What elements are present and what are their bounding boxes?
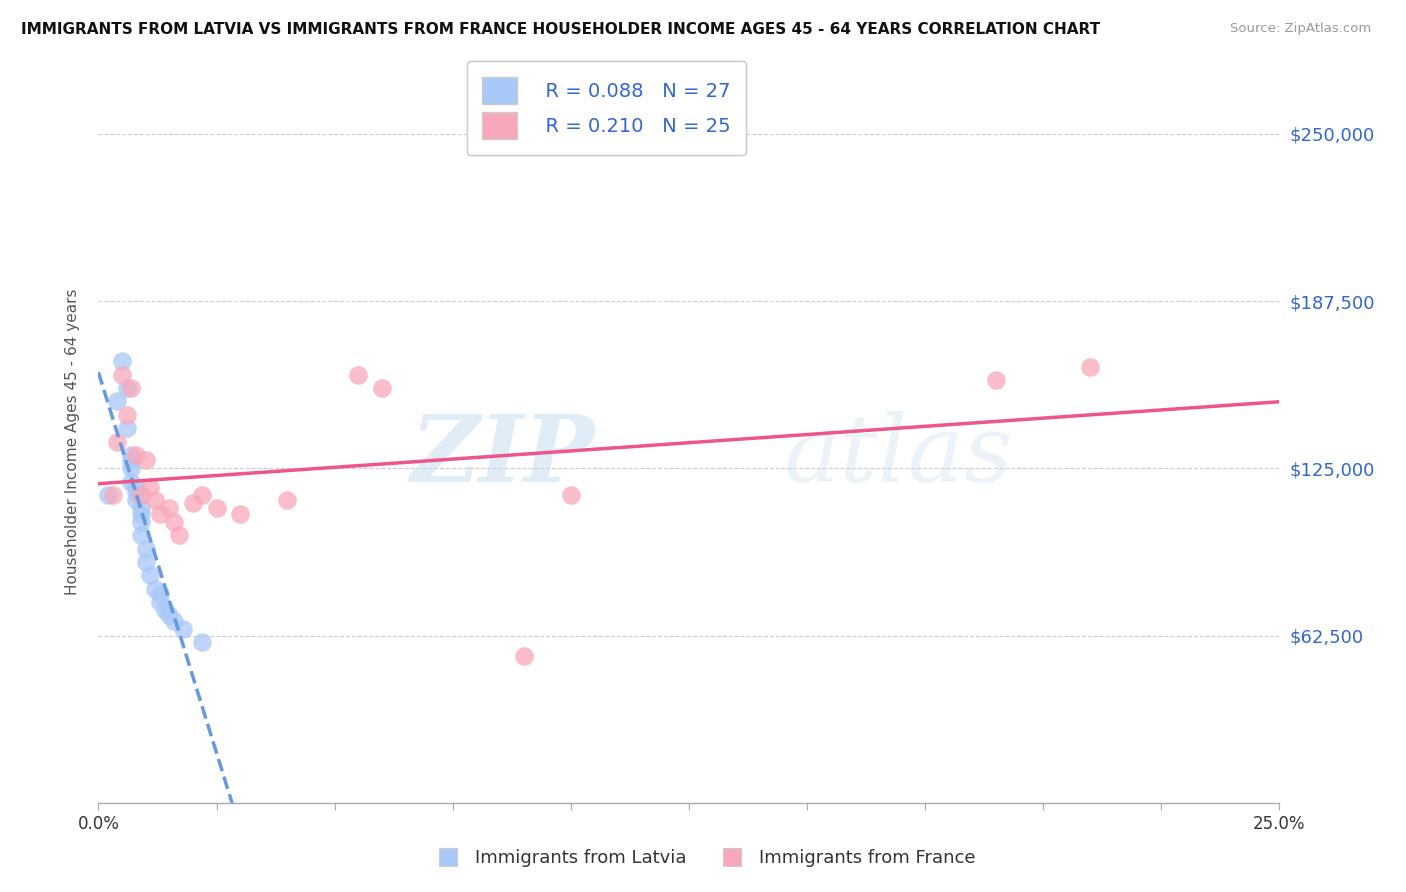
Point [135,541,157,556]
Point [139,568,162,582]
Point [97,488,120,502]
Point [1080,359,1102,374]
Point [101,488,124,502]
Point [121,381,143,395]
Point [105,394,128,409]
Point [229,507,252,521]
Point [121,475,143,489]
Point [139,480,162,494]
Point [105,434,128,449]
Point [984,373,1007,387]
Point [276,493,298,508]
Point [125,448,148,462]
Point [157,608,180,623]
Point [191,635,214,649]
Point [143,493,166,508]
Point [129,507,152,521]
Point [111,368,134,382]
Point [121,461,143,475]
Point [157,501,180,516]
Point [149,507,172,521]
Legend:   R = 0.088   N = 27,   R = 0.210   N = 25: R = 0.088 N = 27, R = 0.210 N = 25 [467,61,747,155]
Point [149,595,172,609]
Point [115,421,138,435]
Point [121,448,143,462]
Point [135,453,157,467]
Point [149,587,172,601]
Point [181,496,204,510]
Point [125,480,148,494]
Point [125,493,148,508]
Point [163,614,186,628]
Point [125,485,148,500]
Point [560,488,582,502]
Point [191,488,214,502]
Point [167,528,190,542]
Point [115,408,138,422]
Point [121,453,143,467]
Text: ZIP: ZIP [411,411,595,501]
Point [512,648,534,663]
Point [172,622,194,636]
Point [205,501,228,516]
Point [135,555,157,569]
Point [129,528,152,542]
Point [347,368,370,382]
Point [163,515,186,529]
Y-axis label: Householder Income Ages 45 - 64 years: Householder Income Ages 45 - 64 years [65,288,80,595]
Text: Source: ZipAtlas.com: Source: ZipAtlas.com [1230,22,1371,36]
Point [115,381,138,395]
Point [129,501,152,516]
Text: IMMIGRANTS FROM LATVIA VS IMMIGRANTS FROM FRANCE HOUSEHOLDER INCOME AGES 45 - 64: IMMIGRANTS FROM LATVIA VS IMMIGRANTS FRO… [21,22,1101,37]
Point [129,488,152,502]
Legend: Immigrants from Latvia, Immigrants from France: Immigrants from Latvia, Immigrants from … [423,842,983,874]
Point [371,381,394,395]
Point [153,603,176,617]
Point [129,515,152,529]
Point [111,354,134,368]
Text: atlas: atlas [783,411,1012,501]
Point [143,582,166,596]
